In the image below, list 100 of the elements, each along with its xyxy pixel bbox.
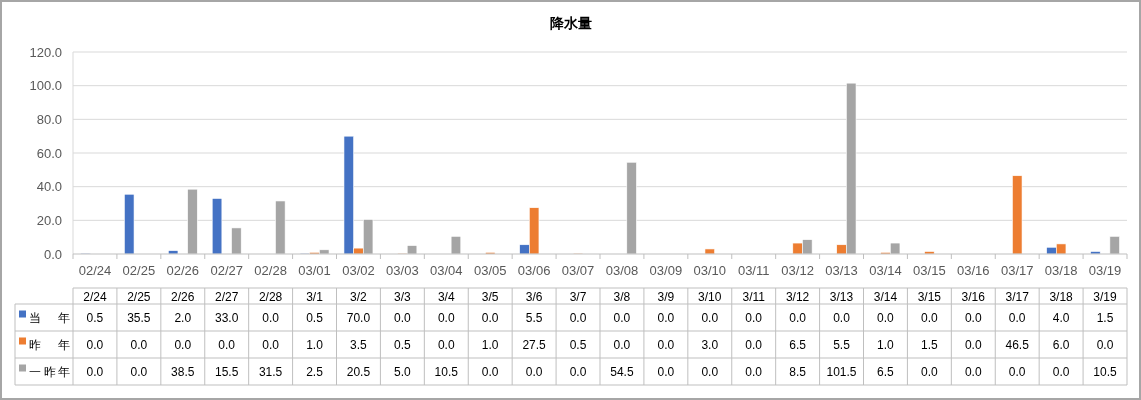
data-label: 0.0: [86, 365, 104, 379]
data-label: 0.0: [481, 311, 499, 325]
data-label: 0.0: [525, 365, 543, 379]
text: 3/11: [742, 289, 765, 304]
data-label: 0.0: [657, 338, 675, 352]
text: 3/18: [1049, 289, 1073, 304]
text: 3/1: [306, 289, 323, 304]
data-label: 6.5: [789, 338, 807, 352]
data-label: 0.0: [789, 311, 807, 325]
text: 3/4: [437, 289, 455, 304]
x-tick-label: 03/14: [869, 263, 902, 278]
data-label: 0.0: [174, 338, 192, 352]
data-label: 0.0: [701, 365, 719, 379]
data-label: 0.0: [745, 338, 763, 352]
data-label: 0.5: [569, 338, 587, 352]
x-tick-label: 02/26: [166, 263, 200, 278]
x-tick-label: 03/06: [517, 263, 551, 278]
y-tick-label: 100.0: [29, 78, 62, 94]
data-label: 6.5: [877, 365, 895, 379]
data-label: 0.0: [437, 338, 455, 352]
data-label: 31.5: [258, 365, 283, 379]
legend-label: 当 年: [29, 311, 70, 325]
x-tick-label: 03/01: [298, 263, 331, 278]
data-label: 0.0: [657, 365, 675, 379]
text: 2/25: [127, 289, 151, 304]
data-label: 0.0: [833, 311, 851, 325]
data-label: 101.5: [826, 365, 857, 379]
data-label: 0.0: [701, 311, 719, 325]
data-label: 0.0: [262, 338, 280, 352]
data-label: 20.5: [346, 365, 371, 379]
data-label: 0.0: [613, 338, 631, 352]
text: 3/3: [394, 289, 411, 304]
text: 3/15: [917, 289, 942, 304]
chart-title: 降水量: [549, 15, 592, 31]
data-label: 0.5: [394, 338, 412, 352]
x-tick-label: 03/16: [957, 263, 990, 278]
x-tick-label: 03/17: [1000, 263, 1034, 278]
data-label: 3.0: [701, 338, 719, 352]
data-label: 54.5: [610, 365, 634, 379]
text: 3/13: [829, 289, 854, 304]
text: 3/9: [657, 289, 675, 304]
x-tick-label: 03/15: [913, 263, 946, 278]
y-tick-label: 60.0: [36, 145, 62, 161]
text: 3/6: [525, 289, 543, 304]
x-tick-label: 03/05: [473, 263, 507, 278]
x-tick-label: 03/11: [737, 263, 770, 278]
y-tick-label: 120.0: [29, 44, 62, 60]
data-label: 10.5: [1093, 365, 1118, 379]
data-label: 1.0: [306, 338, 324, 352]
x-tick-label: 02/27: [210, 263, 243, 278]
data-label: 5.5: [525, 311, 543, 325]
y-tick-label: 20.0: [36, 212, 62, 228]
data-label: 5.0: [394, 365, 412, 379]
x-tick-label: 02/24: [78, 263, 112, 278]
data-label: 0.0: [745, 365, 763, 379]
text: 3/16: [961, 289, 985, 304]
data-label: 0.0: [218, 338, 236, 352]
x-tick-label: 03/08: [605, 263, 639, 278]
text: 3/12: [785, 289, 810, 304]
data-label: 6.0: [1052, 338, 1070, 352]
text: 2/28: [258, 289, 283, 304]
data-label: 1.0: [877, 338, 895, 352]
x-tick-label: 03/18: [1044, 263, 1078, 278]
x-tick-label: 03/04: [430, 263, 463, 278]
data-label: 10.5: [434, 365, 459, 379]
data-label: 3.5: [350, 338, 368, 352]
data-label: 0.0: [613, 311, 631, 325]
data-label: 0.0: [1052, 365, 1070, 379]
x-tick-label: 02/25: [122, 263, 156, 278]
data-label: 0.0: [921, 311, 939, 325]
x-tick-label: 03/07: [561, 263, 595, 278]
data-label: 4.0: [1052, 311, 1070, 325]
text: 3/8: [613, 289, 631, 304]
legend-label: 昨 年: [29, 338, 70, 352]
data-label: 0.0: [262, 311, 280, 325]
data-label: 0.0: [964, 338, 982, 352]
data-label: 0.0: [657, 311, 675, 325]
y-tick-label: 0.0: [43, 246, 62, 262]
x-tick-label: 03/12: [781, 263, 814, 278]
x-tick-label: 03/19: [1088, 263, 1122, 278]
x-tick-label: 03/03: [386, 263, 419, 278]
data-label: 0.0: [569, 311, 587, 325]
data-label: 0.0: [569, 365, 587, 379]
data-label: 0.0: [745, 311, 763, 325]
data-label: 2.5: [306, 365, 324, 379]
x-tick-label: 03/10: [693, 263, 727, 278]
text: 2/26: [171, 289, 195, 304]
x-tick-label: 03/02: [342, 263, 375, 278]
text: 2/24: [83, 289, 107, 304]
data-label: 38.5: [171, 365, 195, 379]
data-label: 27.5: [522, 338, 547, 352]
data-label: 0.0: [437, 311, 455, 325]
data-label: 35.5: [127, 311, 151, 325]
text: 2/27: [215, 289, 239, 304]
data-label: 0.0: [86, 338, 104, 352]
data-label: 0.0: [130, 365, 148, 379]
data-label: 0.0: [1096, 338, 1114, 352]
data-label: 8.5: [789, 365, 807, 379]
data-label: 0.0: [877, 311, 895, 325]
data-label: 70.0: [346, 311, 371, 325]
